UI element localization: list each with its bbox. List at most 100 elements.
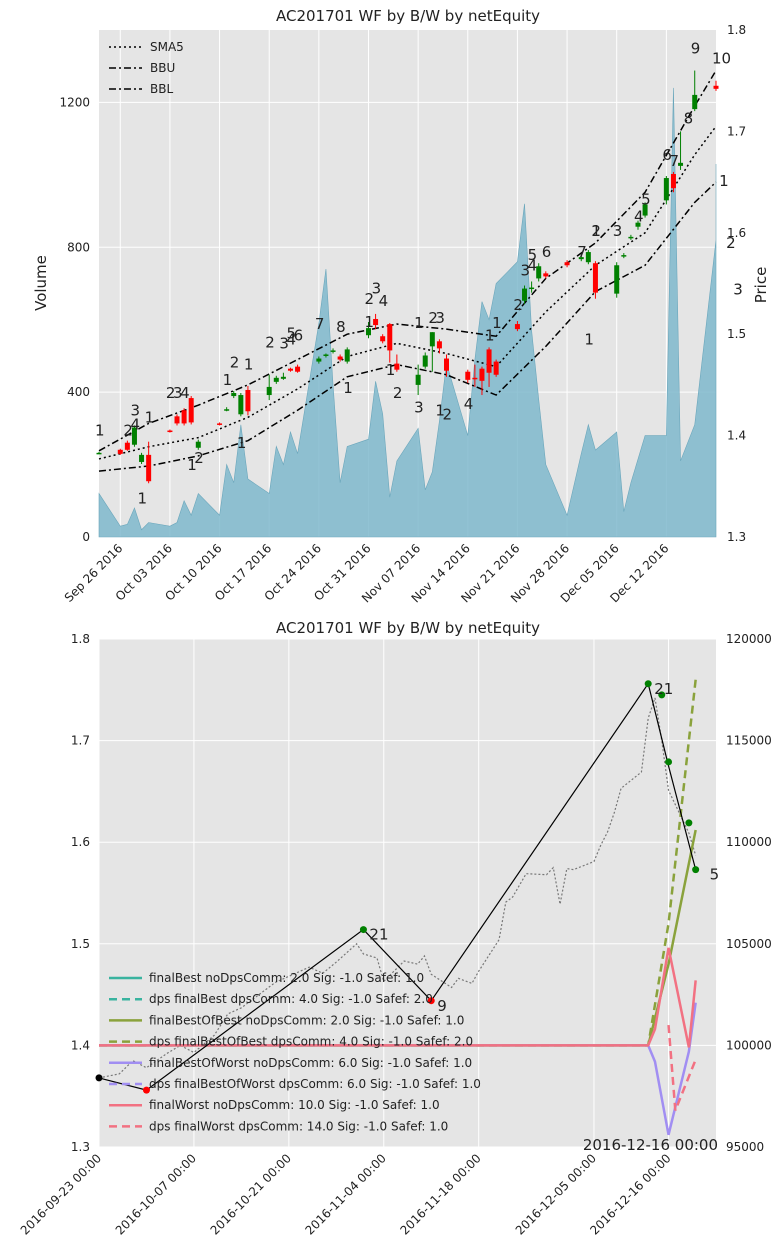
trade-marker bbox=[142, 1086, 150, 1094]
candle-annotation: 2 bbox=[591, 222, 601, 240]
legend-label: dps finalBestOfWorst dpsComm: 6.0 Sig: -… bbox=[149, 1077, 481, 1091]
bottom-y2-tick-label: 120000 bbox=[726, 632, 772, 646]
candle-down bbox=[373, 318, 379, 326]
top-y2-tick-label: 1.8 bbox=[727, 23, 746, 37]
candle-annotation: 1 bbox=[386, 361, 396, 379]
candle-down bbox=[188, 398, 194, 423]
trade-label: 9 bbox=[437, 997, 447, 1015]
candle-down bbox=[124, 442, 130, 450]
bottom-plot-background bbox=[99, 639, 716, 1147]
trade-label: 5 bbox=[710, 866, 720, 884]
candle-down bbox=[713, 85, 719, 89]
candle-down bbox=[444, 358, 450, 371]
candle-down bbox=[337, 356, 343, 360]
candle-up bbox=[231, 393, 237, 397]
candle-annotation: 10 bbox=[712, 49, 731, 67]
candle-annotation: 2 bbox=[265, 333, 275, 351]
bottom-corner-date: 2016-12-16 00:00 bbox=[583, 1136, 718, 1154]
trade-marker bbox=[658, 691, 666, 699]
bottom-y2-tick-label: 110000 bbox=[726, 835, 772, 849]
legend-label-sma5: SMA5 bbox=[150, 40, 184, 54]
candle-annotation: 1 bbox=[435, 401, 445, 419]
trade-marker bbox=[359, 926, 367, 934]
top-y2-tick-label: 1.3 bbox=[727, 530, 746, 544]
legend-label: finalWorst noDpsComm: 10.0 Sig: -1.0 Saf… bbox=[149, 1098, 440, 1112]
candle-annotation: 8 bbox=[684, 109, 694, 127]
top-candles bbox=[96, 70, 719, 484]
trade-label: 21 bbox=[369, 926, 388, 944]
candle-annotation: 1 bbox=[364, 313, 374, 331]
top-y-tick-label: 400 bbox=[67, 385, 90, 399]
bottom-y2-tick-label: 105000 bbox=[726, 937, 772, 951]
candle-down bbox=[287, 368, 293, 371]
candle-annotation: 2 bbox=[443, 405, 453, 423]
candle-up bbox=[635, 222, 641, 227]
top-y-tick-label: 800 bbox=[67, 240, 90, 254]
bbl-line bbox=[98, 181, 717, 472]
legend-label: finalBestOfWorst noDpsComm: 6.0 Sig: -1.… bbox=[149, 1056, 472, 1070]
bottom-trade-path: 21 9 21 5 bbox=[95, 680, 720, 1094]
legend-label: dps finalBestOfBest dpsComm: 4.0 Sig: -1… bbox=[149, 1035, 473, 1049]
equity-series-line bbox=[99, 947, 697, 1048]
bottom-y-tick-label: 1.6 bbox=[71, 835, 90, 849]
bottom-legend: finalBest noDpsComm: 2.0 Sig: -1.0 Safef… bbox=[109, 971, 481, 1133]
candle-annotation: 1 bbox=[414, 314, 424, 332]
candle-annotation: 4 bbox=[379, 292, 389, 310]
candle-annotation: 2 bbox=[393, 384, 403, 402]
candle-up bbox=[692, 94, 698, 110]
candle-up bbox=[316, 358, 322, 362]
bottom-x-tick-label: 2016-11-18 00:00 bbox=[397, 1151, 483, 1237]
candle-down bbox=[167, 430, 173, 433]
candle-up bbox=[365, 328, 371, 336]
bottom-y-tick-label: 1.8 bbox=[71, 632, 90, 646]
candle-annotation: 1 bbox=[244, 356, 254, 374]
candle-annotation: 5 bbox=[528, 246, 538, 264]
bottom-x-tick-label: 2016-12-16 00:00 bbox=[587, 1151, 673, 1237]
bottom-y2-tick-label: 115000 bbox=[726, 734, 772, 748]
candle-annotation: 4 bbox=[286, 330, 296, 348]
top-volume-area bbox=[98, 87, 717, 538]
price-dotted-line bbox=[98, 697, 697, 1079]
top-y2-tick-label: 1.6 bbox=[727, 226, 746, 240]
candle-up bbox=[344, 349, 350, 362]
candle-annotation: 5 bbox=[286, 324, 296, 342]
top-y2-tick-label: 1.7 bbox=[727, 124, 746, 138]
candle-annotation: 3 bbox=[414, 398, 424, 416]
candle-up bbox=[131, 427, 137, 445]
candle-annotation: 9 bbox=[691, 39, 701, 57]
candle-down bbox=[486, 349, 492, 373]
top-y-axis-label: Volume bbox=[32, 255, 50, 311]
candle-annotation: 2 bbox=[230, 354, 240, 372]
candle-up bbox=[621, 255, 627, 257]
candle-down bbox=[181, 410, 187, 424]
candle-up bbox=[96, 452, 102, 455]
candle-up bbox=[429, 332, 435, 347]
bottom-chart: 21 9 21 5 1.3 1.4 1.5 1.6 1.7 1.8 95000 100000 1050… bbox=[18, 619, 772, 1238]
legend-label: dps finalWorst dpsComm: 14.0 Sig: -1.0 S… bbox=[149, 1119, 448, 1133]
candle-annotation: 6 bbox=[294, 326, 304, 344]
candle-up bbox=[522, 288, 528, 301]
bottom-y2-tick-label: 100000 bbox=[726, 1038, 772, 1052]
candle-down bbox=[472, 377, 478, 380]
candle-annotation: 1 bbox=[237, 434, 247, 452]
candle-annotation: 2 bbox=[166, 384, 176, 402]
candle-up bbox=[663, 178, 669, 201]
candle-annotation: 1 bbox=[485, 326, 495, 344]
candle-annotation: 3 bbox=[733, 281, 743, 299]
trade-marker bbox=[427, 997, 435, 1005]
candle-up bbox=[578, 257, 584, 260]
candle-down bbox=[592, 263, 598, 293]
trade-marker bbox=[685, 819, 693, 827]
candle-up bbox=[614, 265, 620, 294]
candle-down bbox=[387, 324, 393, 351]
candle-down bbox=[543, 273, 549, 277]
bottom-x-tick-label: 2016-10-07 00:00 bbox=[113, 1151, 199, 1237]
top-legend: SMA5 BBU BBL bbox=[109, 40, 184, 96]
candle-up bbox=[422, 355, 428, 367]
candle-annotation: 5 bbox=[641, 190, 651, 208]
legend-label: dps finalBest dpsComm: 4.0 Sig: -1.0 Saf… bbox=[149, 992, 433, 1006]
candle-up bbox=[628, 236, 634, 239]
candle-up bbox=[195, 441, 201, 448]
candle-annotation: 4 bbox=[180, 384, 190, 402]
